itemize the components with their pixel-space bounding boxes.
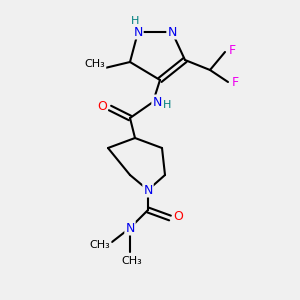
Text: CH₃: CH₃ (85, 59, 105, 69)
Text: O: O (173, 211, 183, 224)
Text: O: O (97, 100, 107, 112)
Text: N: N (125, 221, 135, 235)
Text: N: N (152, 95, 162, 109)
Text: H: H (163, 100, 171, 110)
Text: CH₃: CH₃ (90, 240, 110, 250)
Text: N: N (167, 26, 177, 38)
Text: CH₃: CH₃ (122, 256, 142, 266)
Text: F: F (231, 76, 239, 89)
Text: N: N (133, 26, 143, 38)
Text: N: N (143, 184, 153, 196)
Text: H: H (131, 16, 139, 26)
Text: F: F (228, 44, 236, 58)
